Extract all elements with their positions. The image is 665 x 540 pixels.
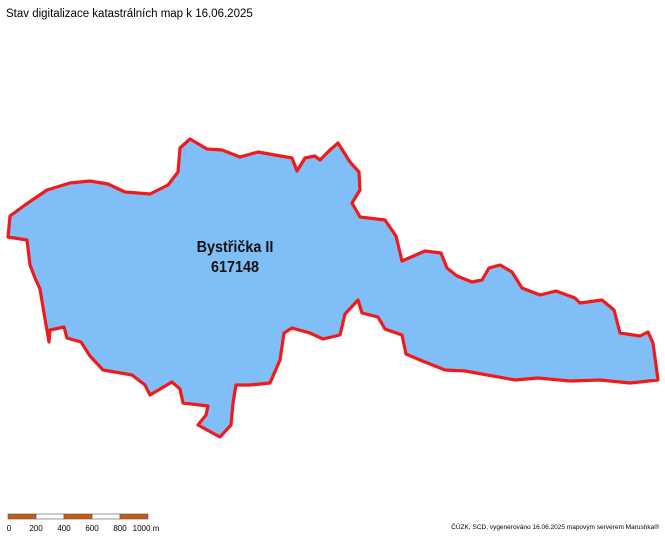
territory-label: Bystřička II 617148 (177, 238, 294, 278)
territory-code: 617148 (210, 259, 260, 276)
scale-label-0: 0 (6, 524, 12, 533)
scale-label-800: 800 (113, 524, 127, 533)
map-title: Stav digitalizace katastrálních map k 16… (6, 8, 253, 20)
scale-label-400: 400 (57, 524, 71, 533)
territory-name: Bystřička II (196, 239, 274, 256)
cadastral-area-polygon[interactable] (6, 137, 660, 439)
map-credit: ČÚZK, SCD, vygenerováno 16.06.2025 mapov… (451, 524, 659, 531)
scale-label-200: 200 (29, 524, 43, 533)
scale-bar (7, 513, 149, 520)
scale-label-1000: 1000 m (132, 524, 160, 533)
scale-label-600: 600 (85, 524, 99, 533)
